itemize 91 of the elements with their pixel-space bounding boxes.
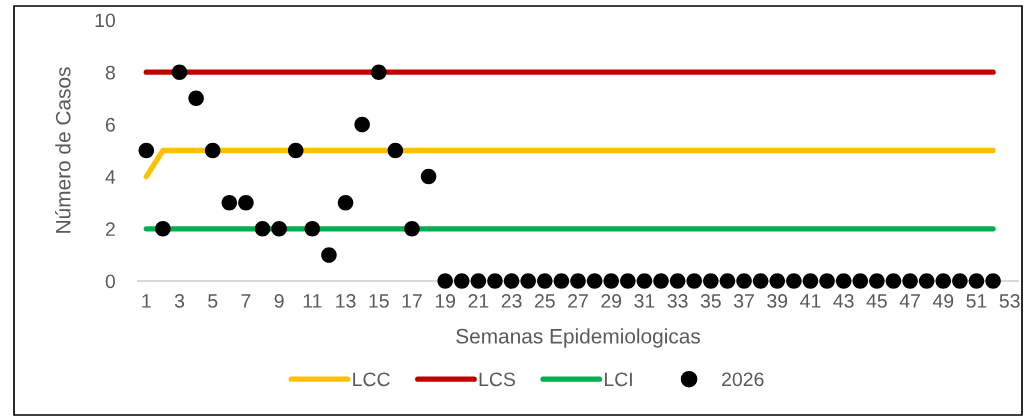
point — [287, 142, 304, 159]
point — [703, 273, 719, 289]
x-tick-label: 53 — [999, 294, 1020, 308]
point — [354, 116, 370, 133]
x-tick-label: 7 — [241, 294, 251, 308]
legend-label: 2026 — [722, 372, 764, 387]
x-tick-label: 11 — [303, 294, 322, 308]
legend-label: LCI — [604, 372, 632, 387]
point — [420, 168, 437, 185]
point — [570, 273, 586, 289]
x-tick-label: 31 — [634, 294, 655, 308]
point — [869, 273, 885, 289]
point — [653, 273, 669, 289]
point — [271, 221, 287, 237]
point — [238, 194, 254, 211]
point — [171, 64, 188, 80]
point — [636, 273, 653, 289]
point — [520, 273, 536, 289]
x-tick-label: 33 — [667, 294, 688, 308]
point — [503, 273, 520, 289]
x-tick-label: 51 — [966, 294, 987, 308]
x-tick-label: 25 — [534, 294, 555, 308]
point — [669, 273, 686, 289]
point — [454, 273, 470, 289]
point — [952, 273, 968, 289]
point — [769, 273, 786, 289]
point — [321, 247, 337, 263]
point — [835, 273, 852, 289]
x-tick-label: 45 — [866, 294, 887, 308]
point — [586, 273, 603, 289]
point — [553, 273, 570, 289]
point — [254, 221, 271, 237]
y-tick-label: 6 — [105, 117, 115, 132]
point — [404, 221, 420, 237]
point — [304, 221, 321, 237]
point — [155, 221, 171, 237]
point — [918, 273, 935, 289]
point — [902, 273, 918, 289]
x-tick-label: 29 — [601, 294, 622, 308]
x-tick-label: 27 — [568, 294, 588, 308]
point — [437, 273, 453, 289]
point — [537, 273, 553, 289]
point — [387, 142, 404, 159]
point — [752, 273, 769, 289]
point — [686, 273, 702, 289]
x-tick-label: 47 — [899, 294, 920, 308]
x-tick-label: 23 — [501, 294, 522, 308]
y-tick-label: 8 — [105, 65, 115, 80]
point — [470, 273, 487, 289]
point — [819, 273, 835, 289]
x-tick-label: 41 — [800, 294, 821, 308]
point — [188, 90, 204, 107]
y-tick-label: 4 — [105, 170, 116, 184]
y-axis-title: Número de Casos — [55, 67, 71, 233]
x-tick-label: 35 — [700, 294, 721, 308]
point — [885, 273, 902, 289]
x-tick-label: 21 — [468, 294, 489, 308]
x-tick-label: 1 — [142, 294, 151, 308]
x-tick-label: 19 — [435, 294, 456, 308]
x-tick-label: 13 — [336, 294, 356, 308]
x-tick-label: 5 — [208, 294, 218, 308]
point — [337, 194, 354, 211]
point — [968, 273, 985, 289]
x-tick-label: 15 — [369, 294, 389, 308]
point — [487, 273, 503, 289]
y-tick-label: 0 — [105, 274, 116, 289]
x-tick-label: 9 — [274, 294, 284, 308]
x-tick-label: 43 — [833, 294, 854, 308]
point — [221, 194, 238, 211]
x-tick-label: 3 — [174, 294, 185, 308]
point — [852, 273, 869, 289]
y-tick-label: 10 — [95, 13, 116, 28]
legend-label: LCC — [353, 372, 390, 387]
point — [736, 273, 752, 289]
x-tick-label: 39 — [767, 294, 788, 308]
legend-label: LCS — [479, 372, 515, 387]
x-tick-label: 49 — [932, 294, 954, 308]
point — [786, 273, 802, 289]
point — [719, 273, 736, 289]
point — [985, 273, 1001, 289]
x-tick-label: 17 — [402, 294, 422, 308]
point — [802, 273, 819, 289]
point — [370, 64, 387, 80]
x-tick-label: 37 — [733, 294, 754, 308]
y-tick-label: 2 — [105, 222, 115, 236]
point — [935, 273, 952, 289]
x-axis-title: Semanas Epidemiologicas — [456, 328, 701, 348]
point — [603, 273, 619, 289]
point — [138, 142, 155, 159]
point — [204, 142, 221, 159]
point — [620, 273, 636, 289]
